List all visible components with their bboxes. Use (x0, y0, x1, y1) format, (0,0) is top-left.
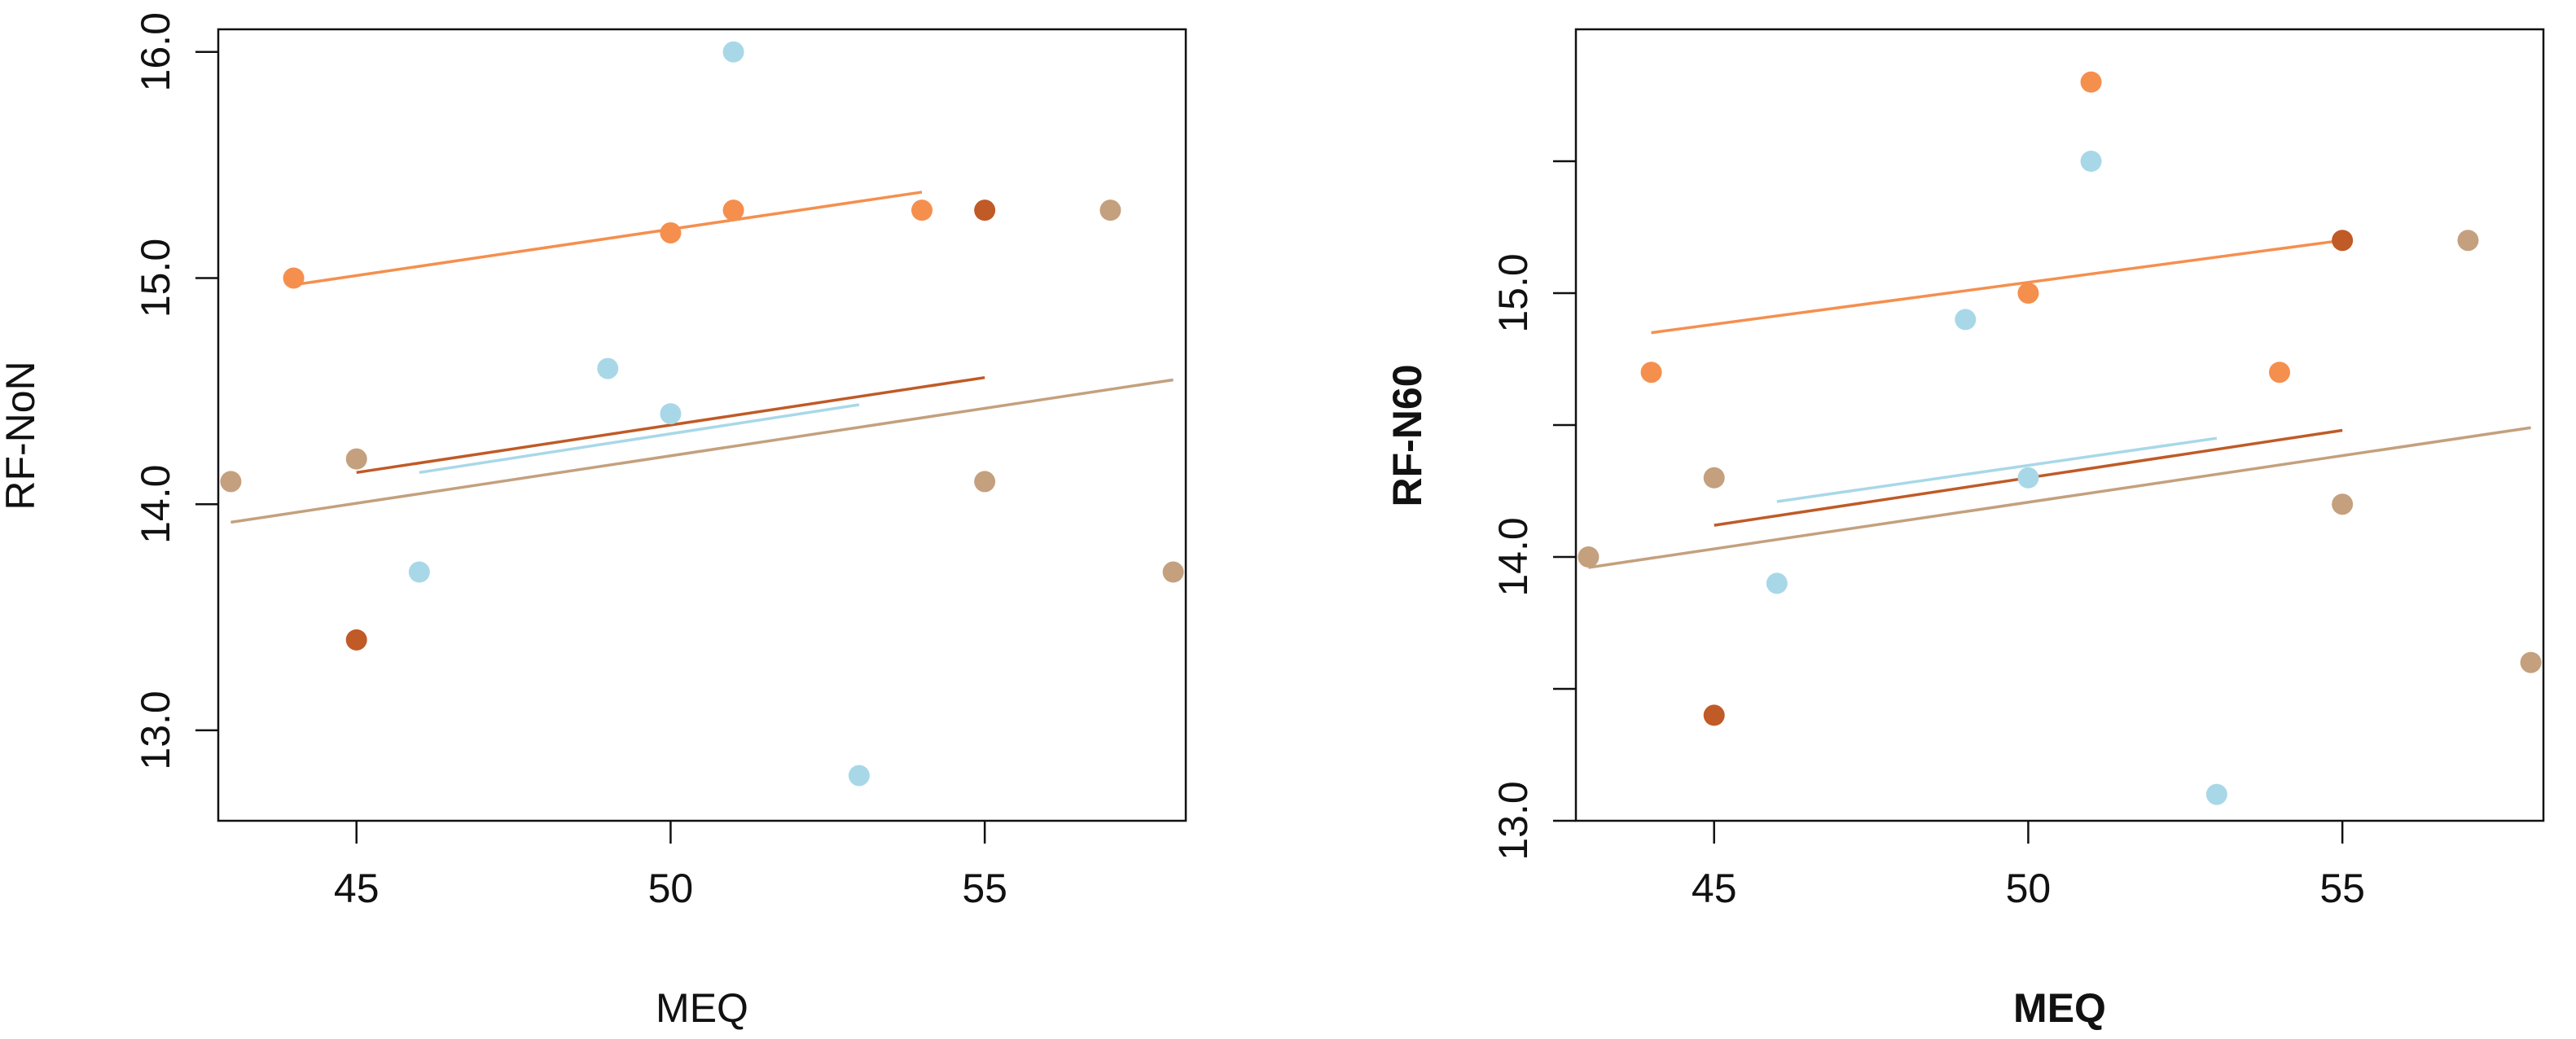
data-point (2017, 283, 2039, 304)
y-tick-label: 16.0 (133, 12, 178, 91)
y-tick-label: 13.0 (1490, 781, 1536, 860)
y-tick-label: 13.0 (133, 690, 178, 769)
data-point (660, 221, 682, 243)
y-tick-label: 15.0 (133, 239, 178, 318)
data-point (974, 471, 996, 493)
fit-line (419, 403, 860, 475)
data-point (660, 403, 682, 425)
data-point (345, 448, 367, 470)
x-tick-label: 45 (1692, 866, 1737, 911)
data-point (2332, 493, 2354, 515)
data-point (1703, 467, 1725, 489)
data-point (1955, 309, 1977, 331)
data-point (345, 629, 367, 651)
data-point (911, 199, 933, 221)
data-point (220, 471, 242, 493)
data-point (2457, 230, 2479, 252)
data-point (2332, 230, 2354, 252)
x-tick-label: 55 (2319, 866, 2365, 911)
fit-line (356, 375, 985, 475)
data-point (974, 199, 996, 221)
left-scatter-panel: 45 50 55 13.0 14.0 15.0 16.0 MEQ RF-NoN (0, 12, 1187, 1031)
data-point (1162, 561, 1184, 583)
data-point (848, 765, 870, 787)
x-axis-label: MEQ (656, 985, 748, 1031)
plot-frame (1574, 28, 2545, 822)
data-point (2205, 783, 2227, 805)
data-point (1703, 704, 1725, 726)
data-point (2520, 651, 2542, 673)
data-point (1640, 362, 1662, 384)
x-axis-label: MEQ (2013, 985, 2106, 1031)
fit-line (1776, 436, 2218, 503)
right-scatter-panel: 45 50 55 13.0 14.0 15.0 MEQ RF-N60 (1385, 28, 2545, 1031)
y-tick-label: 14.0 (1490, 517, 1536, 596)
fit-line (1651, 239, 2343, 335)
data-point (1766, 572, 1788, 594)
data-point (722, 41, 744, 63)
data-point (283, 267, 305, 289)
y-tick-label: 14.0 (133, 465, 178, 544)
data-point (722, 199, 744, 221)
data-point (597, 357, 619, 379)
fit-line (293, 191, 923, 287)
data-point (1578, 546, 1600, 568)
x-tick-label: 50 (2006, 866, 2052, 911)
data-point (1099, 199, 1121, 221)
x-tick-label: 50 (648, 866, 694, 911)
y-axis-label: RF-N60 (1385, 364, 1430, 506)
data-point (2269, 362, 2290, 384)
data-point (2017, 467, 2039, 489)
x-tick-label: 45 (334, 866, 380, 911)
fit-line (230, 378, 1174, 524)
data-point (2080, 151, 2102, 172)
plot-frame (217, 28, 1187, 822)
data-point (408, 561, 430, 583)
data-point (2080, 71, 2102, 93)
y-tick-label: 15.0 (1490, 253, 1536, 332)
x-tick-label: 55 (962, 866, 1007, 911)
y-axis-label: RF-NoN (0, 361, 43, 510)
fit-line (1588, 426, 2531, 569)
